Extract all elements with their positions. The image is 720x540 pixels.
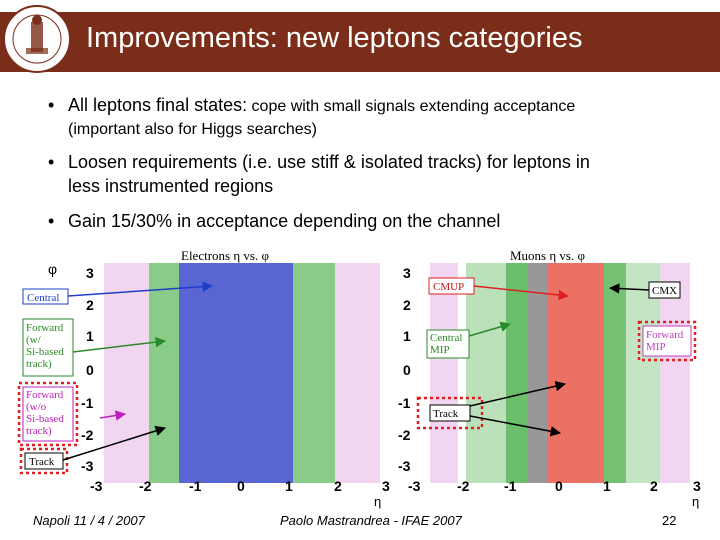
- footer-author: Paolo Mastrandrea - IFAE 2007: [280, 513, 462, 528]
- electrons-band-magenta-left: [104, 263, 149, 483]
- electrons-y-symbol: φ: [48, 261, 57, 277]
- label-central-mip: Central MIP: [430, 332, 465, 356]
- electrons-x-label: η: [374, 494, 381, 509]
- label-track-right: Track: [433, 408, 459, 420]
- electrons-y-tick: 3: [86, 265, 94, 281]
- label-forward-nosi-box: [22, 386, 74, 442]
- electrons-y-tick: -1: [81, 395, 94, 411]
- electrons-plot: Electrons η vs. φ φ 3 2 1 0 -1 -2 -3 -3 …: [17, 248, 404, 509]
- electrons-y-tick: 0: [86, 362, 94, 378]
- label-track-left: Track: [29, 456, 55, 468]
- label-forward-mip-box: [642, 325, 692, 357]
- title-bar: [0, 12, 720, 72]
- muons-band-green-right: [604, 263, 626, 483]
- muons-band-magenta-left: [430, 263, 458, 483]
- bullet-1-rest: cope with small signals extending accept…: [247, 98, 576, 115]
- muons-y-tick: -3: [398, 458, 411, 474]
- muons-plot-title: Muons η vs. φ: [510, 248, 585, 263]
- muons-band-magenta-right: [660, 263, 690, 483]
- page-title: Improvements: new leptons categories: [86, 22, 583, 54]
- arrow-central: [67, 281, 214, 297]
- electrons-plot-title: Electrons η vs. φ: [181, 248, 269, 263]
- arrow-central-mip: [468, 321, 512, 337]
- bullet-1-line2: (important also for Higgs searches): [68, 121, 317, 138]
- muons-x-label: η: [692, 494, 699, 509]
- arrow-cmup: [473, 285, 570, 301]
- arrow-track-right-2: [469, 415, 562, 437]
- label-central-mip-box: [426, 329, 470, 359]
- muons-x-tick: -2: [457, 478, 470, 494]
- muons-band-green-outer-right: [626, 263, 660, 483]
- highlight-track-right: [416, 396, 484, 430]
- electrons-x-tick: -2: [139, 478, 152, 494]
- bullet-2-line2: less instrumented regions: [68, 176, 274, 196]
- arrow-forward-nosi: [99, 410, 127, 421]
- muons-band-red: [548, 263, 604, 483]
- muons-x-tick: -1: [504, 478, 517, 494]
- bullet-1: • All leptons final states: cope with sm…: [48, 95, 576, 115]
- label-track-box: [24, 452, 64, 470]
- label-central-box: [22, 288, 69, 305]
- arrow-track-left: [62, 425, 167, 461]
- bullet-1-main: All leptons final states:: [68, 95, 248, 115]
- electrons-x-tick: 0: [237, 478, 245, 494]
- label-cmx: CMX: [652, 285, 677, 297]
- label-track-right-box: [429, 404, 471, 422]
- electrons-band-green-left: [149, 263, 179, 483]
- bullet-3: • Gain 15/30% in acceptance depending on…: [48, 211, 501, 231]
- label-forward-nosi: Forward (w/o Si-based track): [26, 389, 67, 437]
- muons-x-tick: -3: [408, 478, 421, 494]
- muons-x-tick: 2: [650, 478, 658, 494]
- muons-y-tick: -2: [398, 427, 411, 443]
- muons-band-green-left: [466, 263, 506, 483]
- label-cmup: CMUP: [433, 281, 464, 293]
- label-forward-si-box: [22, 318, 74, 377]
- bullet-2: • Loosen requirements (i.e. use stiff & …: [48, 152, 590, 172]
- lepton-plots: Electrons η vs. φ φ 3 2 1 0 -1 -2 -3 -3 …: [17, 248, 701, 509]
- electrons-x-tick: 3: [382, 478, 390, 494]
- electrons-x-tick: -1: [189, 478, 202, 494]
- muons-y-tick: -1: [398, 395, 411, 411]
- arrow-track-right-1: [469, 381, 567, 407]
- muons-y-tick: 3: [403, 265, 411, 281]
- label-central: Central: [27, 292, 59, 304]
- electrons-y-tick: 2: [86, 297, 94, 313]
- electrons-y-tick: -3: [81, 458, 94, 474]
- arrow-cmx: [608, 283, 650, 294]
- electrons-x-tick: 2: [334, 478, 342, 494]
- university-seal-icon: [3, 5, 71, 73]
- bullet-2-line1: Loosen requirements (i.e. use stiff & is…: [68, 152, 590, 172]
- electrons-band-magenta-right: [335, 263, 380, 483]
- muons-y-tick: 1: [403, 328, 411, 344]
- highlight-forward-mip: [637, 320, 697, 362]
- electrons-y-tick: 1: [86, 328, 94, 344]
- muons-band-dark-left: [528, 263, 548, 483]
- arrow-forward-si: [72, 336, 167, 353]
- electrons-y-tick: -2: [81, 427, 94, 443]
- highlight-track-left: [19, 447, 69, 475]
- muons-y-tick: 2: [403, 297, 411, 313]
- muons-x-ticks: -3 -2 -1 0 1 2 3: [408, 478, 701, 494]
- muons-y-ticks: 3 2 1 0 -1 -2 -3: [398, 265, 411, 474]
- muons-plot: Muons η vs. φ 3 2 1 0 -1 -2 -3 -3 -2 -1 …: [398, 248, 701, 509]
- label-forward-mip: Forward MIP: [646, 329, 686, 353]
- muons-x-tick: 3: [693, 478, 701, 494]
- electrons-band-green-right: [293, 263, 335, 483]
- electrons-band-blue: [179, 263, 293, 483]
- muons-band-green-inner-left: [506, 263, 528, 483]
- label-forward-si: Forward (w/ Si-based track): [26, 322, 67, 370]
- muons-x-tick: 0: [555, 478, 563, 494]
- electrons-x-ticks: -3 -2 -1 0 1 2 3: [90, 478, 390, 494]
- bullet-3-line1: Gain 15/30% in acceptance depending on t…: [68, 211, 501, 231]
- footer-date: Napoli 11 / 4 / 2007: [33, 513, 145, 528]
- electrons-x-tick: 1: [285, 478, 293, 494]
- electrons-y-ticks: 3 2 1 0 -1 -2 -3: [81, 265, 94, 474]
- electrons-x-tick: -3: [90, 478, 103, 494]
- page-number: 22: [662, 513, 677, 528]
- muons-x-tick: 1: [603, 478, 611, 494]
- muons-y-tick: 0: [403, 362, 411, 378]
